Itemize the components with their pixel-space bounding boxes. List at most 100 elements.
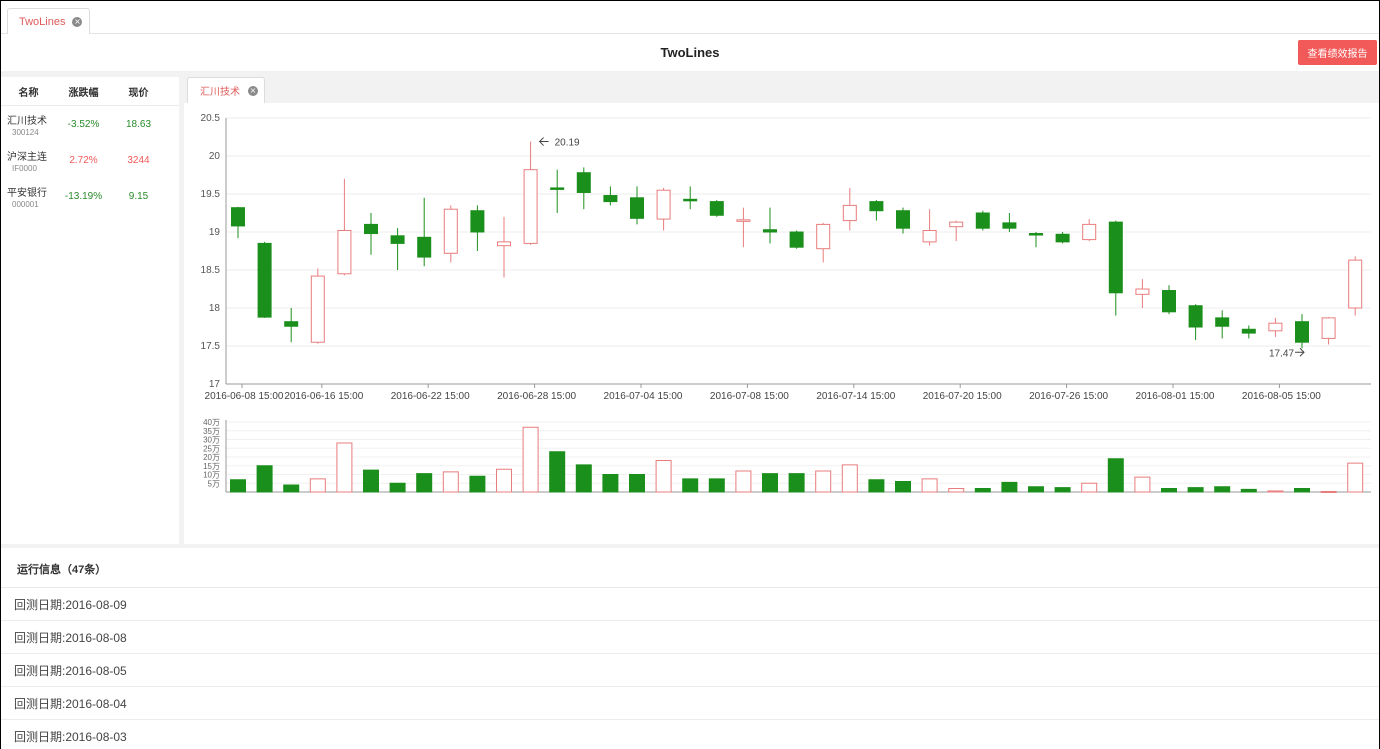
title-bar: TwoLines 查看绩效报告 xyxy=(1,34,1379,71)
candle-body xyxy=(1135,288,1150,295)
watchlist-row[interactable]: 平安银行 000001 -13.19% 9.15 xyxy=(1,178,179,214)
volume-bar xyxy=(602,474,619,493)
volume-tick-label: 25万 xyxy=(203,444,220,453)
time-tick-label: 2016-07-14 15:00 xyxy=(816,391,895,402)
stock-name: 沪深主连 xyxy=(7,151,47,163)
time-tick-label: 2016-06-16 15:00 xyxy=(284,391,363,402)
volume-bar xyxy=(283,484,300,493)
volume-bar xyxy=(1001,481,1018,493)
volume-bar xyxy=(655,460,672,493)
volume-bar xyxy=(496,468,512,493)
volume-bar xyxy=(575,464,592,493)
candle-body xyxy=(337,229,352,275)
volume-bar xyxy=(1214,486,1231,493)
time-tick-label: 2016-07-04 15:00 xyxy=(604,391,683,402)
volume-bar xyxy=(469,475,486,493)
chart-tab-label: 汇川技术 xyxy=(200,87,240,98)
performance-report-button[interactable]: 查看绩效报告 xyxy=(1298,40,1377,65)
time-tick-label: 2016-06-22 15:00 xyxy=(391,391,470,402)
candle-body xyxy=(736,219,751,222)
price-tick-label: 20.5 xyxy=(201,113,221,124)
close-icon[interactable]: × xyxy=(72,16,83,27)
volume-bar xyxy=(442,471,459,493)
volume-bar xyxy=(788,473,805,493)
volume-bar xyxy=(921,478,938,493)
run-log-header: 运行信息（47条） xyxy=(1,550,1379,588)
volume-bar xyxy=(1320,490,1337,493)
watchlist-header: 名称 涨跌幅 现价 xyxy=(1,77,179,106)
candle-body xyxy=(1295,321,1309,343)
volume-bar xyxy=(230,479,246,493)
column-header-price: 现价 xyxy=(128,87,149,99)
volume-bars xyxy=(230,426,1364,493)
candle-body xyxy=(231,207,245,227)
time-tick-label: 2016-06-28 15:00 xyxy=(497,391,576,402)
stock-code: 000001 xyxy=(12,199,39,209)
candle-body xyxy=(257,242,272,318)
stock-name: 汇川技术 xyxy=(7,115,47,127)
candle-body xyxy=(497,241,511,247)
volume-tick-label: 15万 xyxy=(203,462,220,471)
volume-bar xyxy=(948,488,965,493)
price-tick-label: 19 xyxy=(209,227,221,238)
candle-body xyxy=(417,236,432,258)
candlestick-chart[interactable]: 17 17.5 18 18.5 19 19.5 20 20.5 2016-06-08 15:0… xyxy=(184,103,1379,544)
price-axis: 17 17.5 18 18.5 19 19.5 20 20.5 xyxy=(201,113,227,390)
chart-tab-bar: 汇川技术 × xyxy=(184,77,1379,103)
candle-body xyxy=(1108,221,1123,294)
price-tick-label: 18 xyxy=(209,303,221,314)
candles xyxy=(231,141,1363,349)
stock-price: 18.63 xyxy=(125,118,152,130)
candle-body xyxy=(523,169,538,244)
candle-body xyxy=(1188,305,1203,328)
volume-bar xyxy=(522,426,539,493)
watchlist-row[interactable]: 汇川技术 300124 -3.52% 18.63 xyxy=(1,106,179,142)
volume-bar xyxy=(1134,476,1151,493)
tab-stock-chart[interactable]: 汇川技术 × xyxy=(187,77,265,103)
volume-bar xyxy=(1054,487,1071,493)
candle-body xyxy=(1082,223,1097,241)
run-log-panel: 运行信息（47条） 回测日期:2016-08-09 回测日期:2016-08-0… xyxy=(1,550,1379,749)
candle-body xyxy=(869,201,884,212)
candle-body xyxy=(1321,317,1336,339)
candle-body xyxy=(1215,317,1230,327)
min-price-label: 17.47 xyxy=(1269,348,1294,359)
stock-change: -13.19% xyxy=(64,190,103,202)
chart-panel: 汇川技术 × 17 17.5 18 18.5 19 19.5 20 20.5 2016-06-… xyxy=(184,77,1379,544)
tab-twolines[interactable]: TwoLines × xyxy=(7,8,90,35)
volume-tick-label: 10万 xyxy=(203,471,220,480)
close-icon[interactable]: × xyxy=(248,85,258,96)
volume-bar xyxy=(389,482,406,493)
run-log-row: 回测日期:2016-08-04 xyxy=(1,687,1379,720)
volume-bar xyxy=(1347,462,1364,493)
volume-bar xyxy=(309,478,326,493)
volume-bar xyxy=(815,470,832,493)
candle-body xyxy=(763,229,777,233)
candle-body xyxy=(443,208,458,254)
time-tick-label: 2016-07-20 15:00 xyxy=(923,391,1002,402)
stock-name: 平安银行 xyxy=(7,187,47,199)
candle-body xyxy=(364,223,378,235)
stock-name-cell: 汇川技术 300124 xyxy=(1,112,56,137)
volume-bar xyxy=(1240,488,1257,493)
volume-bar xyxy=(735,470,752,493)
volume-bar xyxy=(841,464,858,493)
watchlist-panel: 名称 涨跌幅 现价 汇川技术 300124 -3.52% 18.63 沪深主连 … xyxy=(1,77,179,544)
time-tick-label: 2016-06-08 15:00 xyxy=(205,391,284,402)
stock-name-cell: 平安银行 000001 xyxy=(1,184,56,209)
volume-tick-label: 35万 xyxy=(203,427,220,436)
price-tick-label: 17 xyxy=(209,379,221,390)
candle-body xyxy=(1002,222,1017,229)
stock-code: IF0000 xyxy=(12,163,37,173)
candle-body xyxy=(1029,233,1043,236)
stock-price: 9.15 xyxy=(128,190,149,202)
volume-bar xyxy=(336,442,353,493)
watchlist-row[interactable]: 沪深主连 IF0000 2.72% 3244 xyxy=(1,142,179,178)
candle-body xyxy=(1268,322,1283,332)
volume-bar xyxy=(1161,488,1177,493)
candle-body xyxy=(630,197,644,219)
price-tick-label: 18.5 xyxy=(201,265,221,276)
time-axis: 2016-06-08 15:00 2016-06-16 15:00 2016-06-… xyxy=(205,383,1371,402)
time-tick-label: 2016-08-01 15:00 xyxy=(1136,391,1215,402)
volume-bar xyxy=(682,478,699,493)
